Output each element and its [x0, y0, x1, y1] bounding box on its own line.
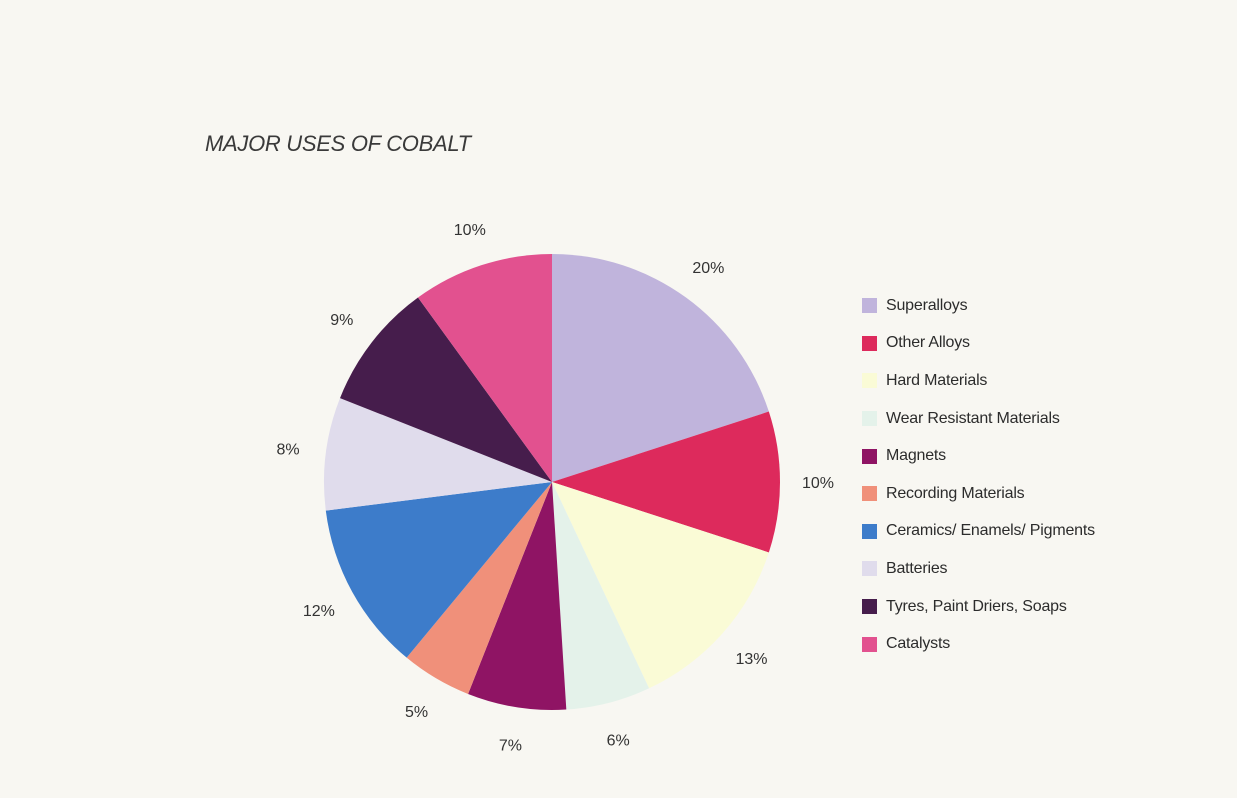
pie-slice-1 [552, 411, 780, 553]
chart-title: MAJOR USES OF COBALT [205, 131, 471, 156]
pie-slice-7 [324, 398, 552, 511]
legend-swatch [862, 411, 877, 427]
legend-label: Batteries [886, 559, 948, 577]
legend-item: Tyres, Paint Driers, Soaps [862, 588, 1095, 626]
slice-value-label-6: 12% [303, 603, 335, 620]
pie-slice-6 [325, 482, 552, 658]
legend-label: Other Alloys [886, 334, 970, 352]
pie-slice-9 [417, 254, 552, 482]
legend-item: Batteries [862, 550, 1095, 588]
legend-swatch [862, 486, 877, 502]
legend-item: Superalloys [862, 287, 1095, 325]
legend: Superalloys Other Alloys Hard Materials Wea… [862, 287, 1095, 663]
legend-label: Catalysts [886, 635, 950, 653]
pie-slice-4 [468, 482, 567, 710]
slice-value-label-5: 5% [405, 704, 428, 721]
slice-value-label-2: 13% [736, 651, 768, 668]
legend-swatch [862, 373, 877, 389]
slice-value-label-7: 8% [277, 442, 300, 459]
pie-slice-2 [552, 482, 769, 689]
legend-label: Ceramics/ Enamels/ Pigments [886, 522, 1095, 540]
pie-slice-3 [552, 482, 650, 710]
legend-swatch [862, 599, 877, 615]
slice-value-label-4: 7% [499, 738, 522, 755]
legend-label: Superalloys [886, 296, 968, 314]
legend-item: Recording Materials [862, 475, 1095, 513]
pie-slice-0 [552, 254, 769, 482]
slice-value-label-3: 6% [607, 733, 630, 750]
pie-slices [324, 254, 780, 710]
legend-item: Wear Resistant Materials [862, 400, 1095, 438]
legend-label: Magnets [886, 447, 946, 465]
pie-slice-8 [340, 297, 552, 482]
slice-value-label-8: 9% [330, 312, 353, 329]
legend-swatch [862, 448, 877, 464]
legend-item: Ceramics/ Enamels/ Pigments [862, 513, 1095, 551]
legend-item: Magnets [862, 437, 1095, 475]
legend-label: Recording Materials [886, 484, 1025, 502]
legend-swatch [862, 561, 877, 577]
pie-slice-5 [406, 482, 552, 694]
legend-swatch [862, 298, 877, 314]
legend-swatch [862, 335, 877, 351]
legend-swatch [862, 636, 877, 652]
legend-label: Wear Resistant Materials [886, 409, 1060, 427]
legend-item: Hard Materials [862, 362, 1095, 400]
slice-value-label-0: 20% [692, 260, 724, 277]
slice-value-label-1: 10% [802, 475, 834, 492]
legend-item: Other Alloys [862, 325, 1095, 363]
legend-swatch [862, 523, 877, 539]
pie-labels: 20% 10% 13% 6% 7% 5% 12% 8% 9% 10% [277, 222, 834, 755]
slice-value-label-9: 10% [454, 222, 486, 239]
legend-label: Hard Materials [886, 371, 988, 389]
legend-item: Catalysts [862, 625, 1095, 663]
legend-label: Tyres, Paint Driers, Soaps [886, 597, 1067, 615]
